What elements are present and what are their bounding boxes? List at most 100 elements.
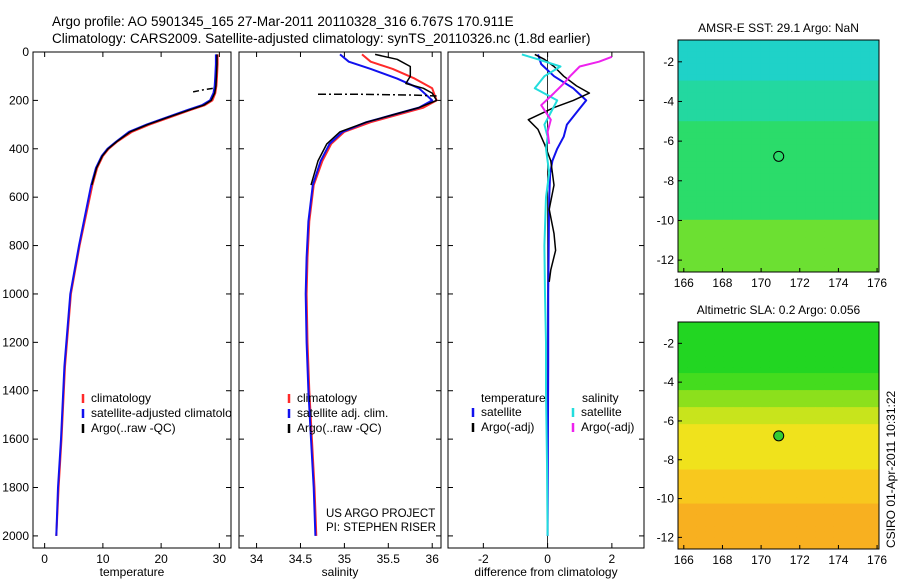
heatmap-cell	[696, 531, 707, 539]
heatmap-cell	[833, 132, 844, 140]
heatmap-cell	[824, 196, 834, 203]
heatmap-cell	[815, 531, 825, 539]
heatmap-cell	[869, 373, 879, 380]
map-frame	[677, 321, 880, 550]
heatmap-cell	[860, 492, 871, 499]
heatmap-cell	[842, 401, 853, 408]
heatmap-cell	[869, 531, 879, 539]
heatmap-cell	[714, 161, 725, 169]
heatmap-cell	[751, 407, 761, 414]
heatmap-cell	[751, 231, 761, 238]
heatmap-cell	[842, 475, 853, 482]
heatmap-cell	[851, 156, 862, 163]
heatmap-cell	[769, 480, 780, 488]
heatmap-cell	[678, 356, 688, 363]
heatmap-cell	[732, 179, 743, 186]
heatmap-cell	[796, 390, 807, 397]
heatmap-cell	[796, 520, 807, 527]
heatmap-cell	[723, 57, 734, 64]
heatmap-cell	[796, 92, 807, 99]
heatmap-cell	[833, 260, 844, 267]
heatmap-cell	[678, 322, 688, 329]
heatmap-cell	[869, 503, 879, 510]
heatmap-cell	[769, 138, 780, 145]
x-tick-label: 168	[712, 553, 732, 567]
heatmap-cell	[778, 407, 789, 414]
heatmap-cell	[860, 424, 871, 431]
heatmap-cell	[760, 407, 770, 414]
heatmap-cell	[696, 254, 707, 261]
heatmap-cell	[787, 98, 798, 105]
heatmap-cell	[805, 51, 816, 58]
x-tick-label: 36	[426, 552, 440, 566]
heatmap-cell	[787, 526, 798, 533]
heatmap-cell	[732, 243, 743, 250]
series-line-2	[91, 54, 218, 186]
heatmap-cell	[732, 196, 743, 203]
heatmap-cell	[842, 214, 853, 221]
heatmap-cell	[815, 121, 825, 128]
legend-header: temperature	[481, 391, 546, 405]
heatmap-cell	[851, 109, 862, 116]
heatmap-cell	[851, 543, 862, 549]
heatmap-cell	[851, 190, 862, 198]
heatmap-cell	[678, 173, 688, 180]
heatmap-cell	[741, 361, 752, 368]
heatmap-cell	[851, 40, 862, 47]
heatmap-cell	[796, 333, 807, 340]
heatmap-cell	[705, 103, 716, 111]
heatmap-cell	[678, 327, 688, 334]
heatmap-cell	[833, 452, 844, 459]
heatmap-cell	[787, 452, 798, 459]
heatmap-cell	[805, 463, 816, 471]
heatmap-cell	[851, 373, 862, 380]
heatmap-cell	[778, 208, 789, 215]
heatmap-cell	[805, 514, 816, 522]
heatmap-cell	[678, 243, 688, 250]
heatmap-cell	[778, 356, 789, 363]
heatmap-cell	[696, 344, 707, 351]
map-title: AMSR-E SST: 29.1 Argo: NaN	[698, 21, 859, 35]
heatmap-cell	[678, 103, 688, 111]
heatmap-cell	[714, 322, 725, 329]
heatmap-cell	[778, 492, 789, 499]
heatmap-cell	[805, 503, 816, 510]
heatmap-cell	[723, 424, 734, 431]
heatmap-cell	[678, 138, 688, 145]
heatmap-cell	[678, 446, 688, 454]
heatmap-cell	[751, 121, 761, 128]
heatmap-cell	[860, 173, 871, 180]
heatmap-cell	[687, 390, 697, 397]
heatmap-cell	[751, 208, 761, 215]
heatmap-cell	[705, 115, 716, 122]
heatmap-cell	[705, 74, 716, 82]
heatmap-cell	[760, 424, 770, 431]
heatmap-cell	[751, 384, 761, 391]
heatmap-cell	[851, 475, 862, 482]
heatmap-cell	[805, 40, 816, 47]
heatmap-cell	[732, 327, 743, 334]
heatmap-cell	[842, 503, 853, 510]
heatmap-cell	[851, 509, 862, 516]
heatmap-cell	[860, 190, 871, 198]
heatmap-cell	[751, 63, 761, 70]
heatmap-cell	[815, 190, 825, 198]
heatmap-cell	[815, 435, 825, 442]
heatmap-cell	[696, 127, 707, 134]
heatmap-cell	[769, 339, 780, 346]
heatmap-cell	[714, 185, 725, 192]
heatmap-cell	[796, 150, 807, 157]
heatmap-cell	[705, 248, 716, 256]
heatmap-cell	[696, 333, 707, 340]
heatmap-cell	[687, 219, 697, 227]
heatmap-cell	[869, 322, 879, 329]
heatmap-cell	[687, 531, 697, 539]
heatmap-cell	[824, 214, 834, 221]
heatmap-cell	[824, 526, 834, 533]
heatmap-cell	[714, 40, 725, 47]
heatmap-cell	[732, 333, 743, 340]
heatmap-cell	[851, 144, 862, 151]
heatmap-cell	[751, 322, 761, 329]
heatmap-cell	[796, 452, 807, 459]
heatmap-cell	[860, 395, 871, 403]
